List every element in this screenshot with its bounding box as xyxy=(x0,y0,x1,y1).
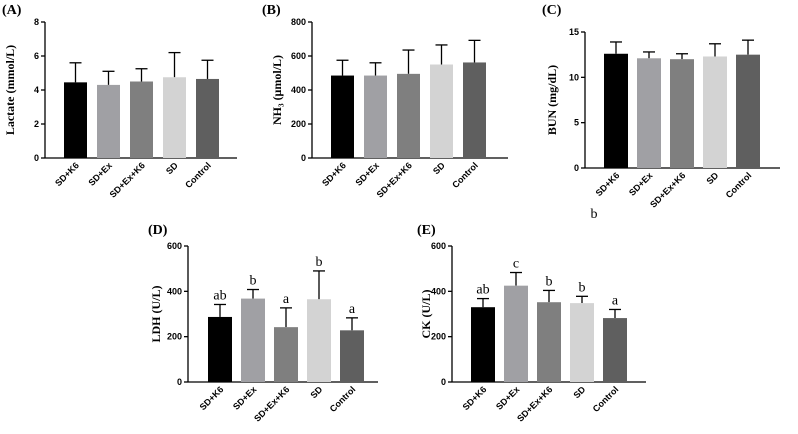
category-label: SD+Ex+K6 xyxy=(252,384,291,423)
y-tick-label: 8 xyxy=(34,17,39,27)
significance-letter: b xyxy=(316,255,323,270)
y-tick-label: 0 xyxy=(441,377,446,387)
category-label: SD+Ex+K6 xyxy=(375,160,414,199)
bar-sd-k6 xyxy=(471,307,495,382)
category-label: SD+K6 xyxy=(461,384,489,412)
y-axis-label: NH₃ (μmol/L) xyxy=(270,55,284,125)
y-tick-label: 4 xyxy=(34,85,39,95)
y-tick-label: 400 xyxy=(431,286,446,296)
bar-control xyxy=(463,62,486,158)
category-label: Control xyxy=(591,384,621,414)
significance-letter: c xyxy=(513,257,519,272)
panel-label: (B) xyxy=(262,3,281,18)
bar-control xyxy=(736,54,760,168)
annotation-letter: b xyxy=(591,207,598,222)
bar-sd-ex-k6 xyxy=(537,302,561,382)
y-axis-label: BUN (mg/dL) xyxy=(545,65,559,135)
panel-label: (E) xyxy=(417,223,436,238)
bar-sd-ex xyxy=(364,75,387,158)
bar-sd-ex-k6 xyxy=(397,73,420,158)
y-tick-label: 0 xyxy=(34,153,39,163)
panel-label: (D) xyxy=(148,223,168,238)
category-label: SD+Ex xyxy=(627,170,654,197)
bar-sd xyxy=(430,64,453,158)
y-tick-label: 10 xyxy=(569,72,579,82)
category-label: SD+K6 xyxy=(594,170,622,198)
category-label: SD+Ex+K6 xyxy=(648,170,687,209)
category-label: SD+K6 xyxy=(320,160,348,188)
bar-sd-ex-k6 xyxy=(130,81,153,158)
category-label: SD+Ex+K6 xyxy=(108,160,147,199)
bar-sd-k6 xyxy=(64,82,87,158)
y-tick-label: 600 xyxy=(291,51,306,61)
y-axis-label: CK (U/L) xyxy=(419,290,433,339)
y-tick-label: 600 xyxy=(431,241,446,251)
bar-sd-ex xyxy=(241,298,265,382)
y-tick-label: 0 xyxy=(177,377,182,387)
category-label: SD xyxy=(571,384,587,400)
significance-letter: ab xyxy=(476,283,489,298)
category-label: SD+Ex xyxy=(86,160,113,187)
y-tick-label: 200 xyxy=(431,332,446,342)
significance-letter: a xyxy=(349,302,356,317)
category-label: Control xyxy=(450,160,480,190)
y-tick-label: 800 xyxy=(291,17,306,27)
y-tick-label: 0 xyxy=(301,153,306,163)
significance-letter: b xyxy=(579,280,586,295)
bar-sd-ex xyxy=(504,285,528,382)
y-tick-label: 6 xyxy=(34,51,39,61)
significance-letter: b xyxy=(546,274,553,289)
bar-control xyxy=(196,78,219,158)
category-label: SD xyxy=(308,384,324,400)
y-tick-label: 0 xyxy=(574,163,579,173)
significance-letter: a xyxy=(283,292,290,307)
bar-sd-k6 xyxy=(208,316,232,382)
bar-sd xyxy=(703,56,727,169)
chart-panel-e: (E)CK (U/L)0200400600SD+K6abSD+ExcSD+Ex+… xyxy=(417,223,646,424)
category-label: SD+Ex xyxy=(353,160,380,187)
y-tick-label: 5 xyxy=(574,118,579,128)
chart-panel-d: (D)LDH (U/L)0200400600SD+K6abSD+ExbSD+Ex… xyxy=(148,223,378,424)
y-tick-label: 15 xyxy=(569,27,579,37)
y-tick-label: 600 xyxy=(167,241,182,251)
bar-sd-ex xyxy=(637,58,661,168)
chart-panel-a: (A) Lactate (mmol/L) 0 2 4 6 8 SD+K6 SD+ExSD+Ex+… xyxy=(2,3,237,200)
y-tick-label: 400 xyxy=(291,85,306,95)
bar-sd xyxy=(163,77,186,158)
y-axis-label: LDH (U/L) xyxy=(149,285,163,342)
bar-sd-k6 xyxy=(604,53,628,169)
panel-label: (A) xyxy=(2,3,22,18)
bar-sd-k6 xyxy=(331,75,354,158)
category-label: SD xyxy=(431,160,447,176)
bar-sd-ex xyxy=(97,84,120,158)
y-tick-label: 2 xyxy=(34,119,39,129)
bar-sd xyxy=(570,303,594,382)
panel-label: (C) xyxy=(542,3,562,18)
significance-letter: ab xyxy=(213,288,226,303)
bar-sd xyxy=(307,299,331,382)
category-label: SD+K6 xyxy=(198,384,226,412)
y-tick-label: 400 xyxy=(167,286,182,296)
bar-control xyxy=(603,318,627,382)
category-label: SD+Ex+K6 xyxy=(515,384,554,423)
category-label: Control xyxy=(724,170,754,200)
significance-letter: a xyxy=(612,293,619,308)
y-axis-label: Lactate (mmol/L) xyxy=(3,45,17,135)
y-tick-label: 200 xyxy=(291,119,306,129)
category-label: Control xyxy=(183,160,213,190)
category-label: SD+Ex xyxy=(231,384,258,411)
category-label: Control xyxy=(328,384,358,414)
category-label: SD xyxy=(164,160,180,176)
y-tick-label: 200 xyxy=(167,332,182,342)
significance-letter: b xyxy=(250,274,257,289)
category-label: SD xyxy=(704,170,720,186)
bar-sd-ex-k6 xyxy=(670,59,694,169)
category-label: SD+K6 xyxy=(53,160,81,188)
category-label: SD+Ex xyxy=(494,384,521,411)
bar-sd-ex-k6 xyxy=(274,327,298,382)
bar-control xyxy=(340,330,364,382)
